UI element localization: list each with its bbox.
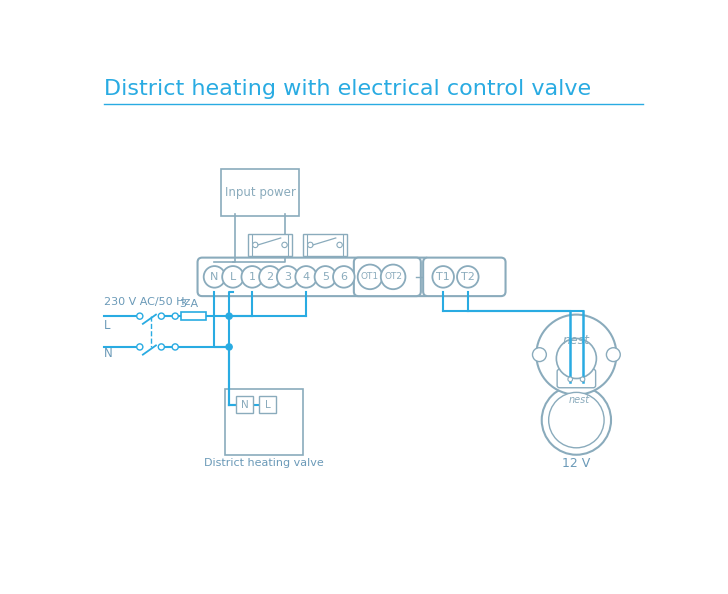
Circle shape [432, 266, 454, 287]
FancyBboxPatch shape [225, 388, 303, 455]
Circle shape [308, 242, 313, 248]
Text: N: N [241, 400, 248, 410]
Circle shape [381, 264, 405, 289]
Circle shape [556, 339, 596, 378]
FancyBboxPatch shape [181, 312, 206, 320]
FancyBboxPatch shape [423, 258, 505, 296]
Circle shape [137, 344, 143, 350]
Text: 3: 3 [284, 272, 291, 282]
Text: District heating valve: District heating valve [205, 458, 324, 468]
Text: T2: T2 [461, 272, 475, 282]
Circle shape [259, 266, 281, 287]
FancyBboxPatch shape [221, 169, 299, 216]
Text: District heating with electrical control valve: District heating with electrical control… [103, 79, 590, 99]
Circle shape [542, 386, 611, 455]
Text: 1: 1 [249, 272, 256, 282]
Circle shape [242, 266, 263, 287]
Circle shape [333, 266, 355, 287]
Text: 4: 4 [303, 272, 309, 282]
Text: 3 A: 3 A [180, 299, 198, 309]
FancyBboxPatch shape [259, 396, 276, 413]
Circle shape [314, 266, 336, 287]
Text: Input power: Input power [225, 186, 296, 199]
FancyBboxPatch shape [248, 234, 292, 256]
Circle shape [282, 242, 288, 248]
FancyBboxPatch shape [236, 396, 253, 413]
Text: nest: nest [563, 334, 590, 347]
Text: L: L [103, 319, 110, 332]
Text: OT1: OT1 [361, 273, 379, 282]
Text: 12 V: 12 V [562, 457, 590, 470]
Circle shape [172, 313, 178, 319]
Circle shape [158, 313, 165, 319]
Circle shape [137, 313, 143, 319]
Text: 2: 2 [266, 272, 274, 282]
Circle shape [457, 266, 478, 287]
Text: 230 V AC/50 Hz: 230 V AC/50 Hz [103, 297, 190, 307]
Text: nest: nest [569, 395, 590, 405]
Text: L: L [230, 272, 236, 282]
Text: N: N [103, 347, 112, 359]
Circle shape [606, 347, 620, 362]
FancyBboxPatch shape [557, 369, 596, 388]
Circle shape [253, 242, 258, 248]
Circle shape [222, 266, 244, 287]
Text: T1: T1 [436, 272, 450, 282]
FancyBboxPatch shape [354, 258, 421, 296]
Text: N: N [210, 272, 218, 282]
Circle shape [226, 344, 232, 350]
Circle shape [568, 377, 572, 381]
Text: 5: 5 [322, 272, 329, 282]
Text: L: L [265, 400, 271, 410]
Circle shape [277, 266, 298, 287]
Circle shape [226, 313, 232, 319]
Circle shape [172, 344, 178, 350]
Circle shape [296, 266, 317, 287]
Circle shape [532, 347, 546, 362]
Circle shape [549, 393, 604, 448]
Circle shape [537, 315, 617, 394]
FancyBboxPatch shape [197, 258, 430, 296]
Text: 6: 6 [341, 272, 347, 282]
Circle shape [337, 242, 342, 248]
Circle shape [580, 377, 585, 381]
Circle shape [357, 264, 382, 289]
Circle shape [158, 344, 165, 350]
Text: OT2: OT2 [384, 273, 402, 282]
FancyBboxPatch shape [303, 234, 347, 256]
Circle shape [204, 266, 225, 287]
